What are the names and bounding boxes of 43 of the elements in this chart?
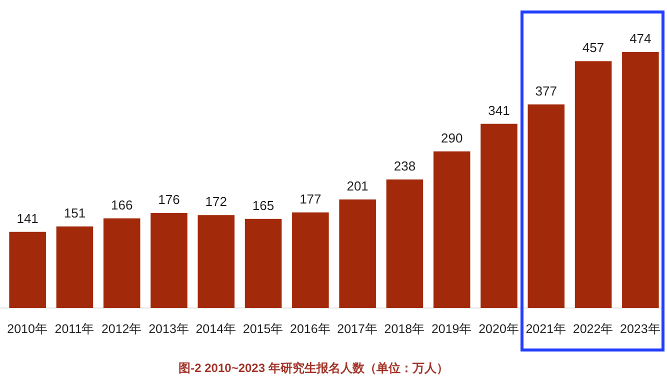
- bar: [292, 212, 329, 308]
- data-label: 341: [488, 102, 510, 118]
- bar: [433, 151, 470, 308]
- x-tick-label: 2014年: [196, 322, 237, 336]
- x-tick-label: 2011年: [54, 322, 95, 336]
- text: 图-2 2010~2023 年研究生报名人数（单位：万人）: [178, 361, 448, 375]
- x-tick-label: 2020年: [478, 322, 520, 336]
- data-label: 166: [111, 197, 133, 212]
- bar: [622, 52, 659, 308]
- data-label: 290: [441, 130, 463, 146]
- x-tick-label: 2022年: [572, 322, 614, 336]
- data-label: 457: [582, 40, 604, 56]
- x-tick-label: 2019年: [431, 322, 472, 336]
- x-tick-label: 2012年: [101, 322, 142, 336]
- bar: [386, 179, 424, 308]
- x-tick-label: 2017年: [337, 322, 378, 336]
- bar: [528, 104, 565, 308]
- bar: [198, 215, 235, 308]
- x-tick-label: 2023年: [620, 322, 661, 336]
- bar: [574, 61, 612, 308]
- data-label: 201: [346, 178, 368, 194]
- x-tick-label: 2021年: [526, 322, 567, 336]
- data-label: 238: [394, 158, 416, 174]
- x-tick-label: 2018年: [384, 322, 426, 336]
- data-label: 172: [205, 194, 227, 210]
- x-tick-label: 2015年: [242, 322, 284, 336]
- bar: [480, 124, 518, 308]
- x-tick-label: 2010年: [7, 322, 48, 336]
- data-label: 177: [300, 191, 322, 206]
- data-label: 474: [630, 31, 652, 46]
- bar: [339, 199, 376, 308]
- bar: [9, 232, 46, 308]
- data-label: 377: [535, 83, 557, 98]
- data-label: 141: [16, 210, 38, 226]
- data-label: 165: [252, 198, 274, 213]
- x-tick-label: 2013年: [148, 322, 190, 336]
- bar: [150, 212, 188, 308]
- data-label: 176: [158, 192, 180, 207]
- bar: [103, 218, 140, 308]
- data-label: 151: [64, 205, 86, 220]
- bar: [56, 226, 94, 308]
- x-tick-label: 2016年: [290, 322, 331, 336]
- bar: [244, 218, 282, 308]
